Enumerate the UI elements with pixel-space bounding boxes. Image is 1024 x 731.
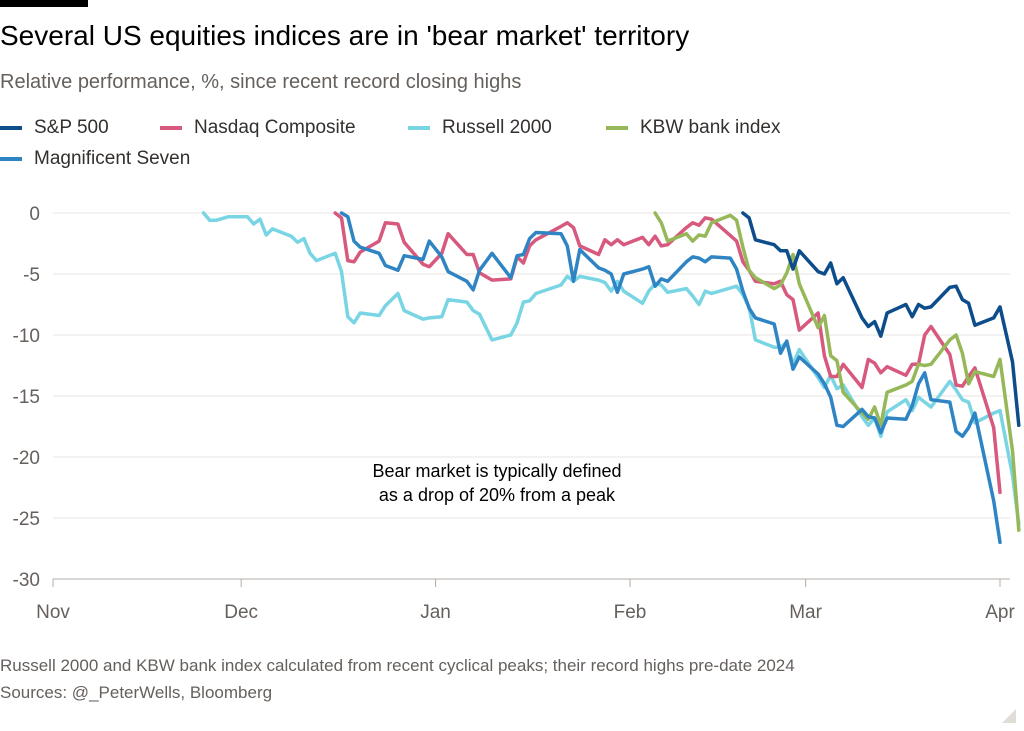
legend-item-nasdaq: Nasdaq Composite (160, 117, 356, 139)
y-tick-label: -10 (13, 326, 40, 347)
y-tick-label: -30 (13, 570, 40, 591)
legend-item-kbw: KBW bank index (606, 117, 780, 139)
legend-swatch (160, 126, 182, 130)
legend-label: KBW bank index (640, 117, 781, 138)
legend-item-mag7: Magnificent Seven (0, 148, 190, 170)
legend-label: Nasdaq Composite (194, 117, 356, 138)
chart-title: Several US equities indices are in 'bear… (0, 20, 690, 51)
line-chart: 0 -5 -10 -15 -20 -25 -30 Nov Dec Jan Feb Mar Apr Bear… (13, 204, 1021, 623)
legend-label: S&P 500 (34, 117, 109, 138)
y-tick-label: -15 (13, 387, 40, 408)
legend-label: Russell 2000 (442, 117, 552, 138)
chart-annotation: as a drop of 20% from a peak (379, 485, 616, 505)
x-tick-label: Apr (985, 602, 1015, 623)
chart-subtitle: Relative performance, %, since recent re… (0, 71, 522, 93)
legend-item-sp500: S&P 500 (0, 117, 109, 139)
chart-footnote: Russell 2000 and KBW bank index calculat… (0, 656, 795, 675)
x-tick-label: Dec (224, 602, 258, 623)
legend-swatch (606, 126, 628, 130)
series-line-magnificent-seven (339, 211, 1002, 545)
series-line-kbw-bank-index (653, 211, 1021, 532)
chart-source: Sources: @_PeterWells, Bloomberg (0, 683, 273, 702)
legend-swatch (408, 126, 430, 130)
series-line-nasdaq-composite (333, 211, 1002, 495)
series-line-s-p-500 (741, 211, 1021, 428)
y-tick-label: -25 (13, 509, 40, 530)
y-tick-label: -20 (13, 448, 40, 469)
y-tick-label: 0 (29, 204, 40, 225)
x-tick-label: Jan (420, 602, 451, 623)
chart-annotation: Bear market is typically defined (372, 461, 621, 481)
brand-bar (0, 0, 88, 7)
x-tick-label: Nov (36, 602, 70, 623)
x-tick-label: Mar (789, 602, 822, 623)
legend-item-russell: Russell 2000 (408, 117, 552, 139)
resize-corner-icon (1002, 709, 1016, 723)
legend-label: Magnificent Seven (34, 148, 191, 169)
legend-swatch (0, 157, 22, 161)
x-tick-label: Feb (614, 602, 647, 623)
y-tick-label: -5 (23, 265, 40, 286)
legend-swatch (0, 126, 22, 130)
